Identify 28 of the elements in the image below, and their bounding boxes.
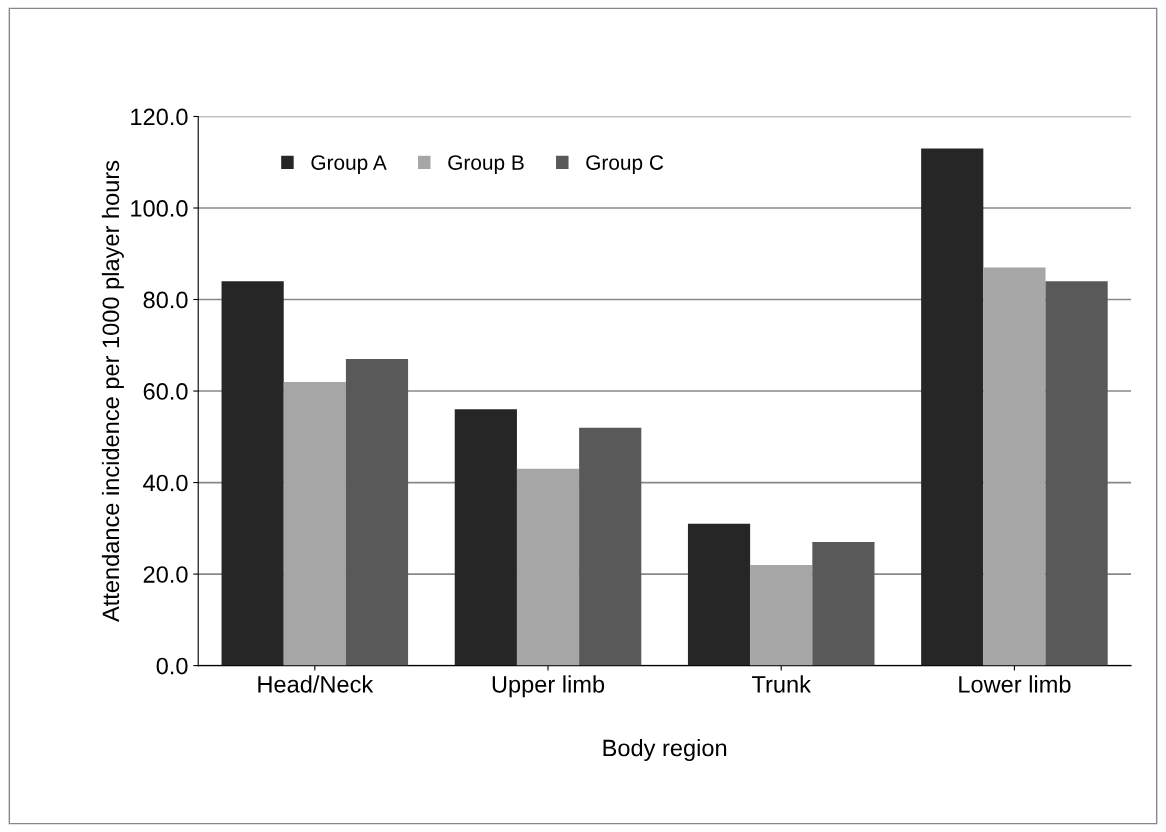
bar: [687, 523, 751, 666]
bar: [983, 267, 1046, 666]
x-tick-label: Lower limb: [959, 675, 1071, 693]
x-tick-label: Upper limb: [492, 675, 605, 698]
bar: [283, 381, 346, 666]
legend-label: Group C: [586, 155, 664, 175]
bar: [812, 542, 875, 666]
y-tick-label: 40.0: [143, 474, 188, 492]
legend-label: Group A: [311, 155, 387, 175]
bar: [750, 564, 813, 666]
bar: [454, 409, 517, 666]
y-axis-title: Attendance incidence per 1000 player hours: [101, 160, 124, 622]
y-tick-label: 80.0: [143, 291, 188, 309]
x-axis-title: Body region: [603, 739, 727, 762]
bar: [221, 281, 284, 666]
y-tick-label: 60.0: [143, 383, 188, 400]
bar: [1045, 281, 1108, 666]
y-tick-label: 100.0: [131, 200, 188, 217]
y-tick-label: 0.0: [156, 657, 188, 675]
bar: [345, 359, 409, 666]
bar: [579, 427, 642, 666]
x-tick-label: Trunk: [752, 675, 811, 693]
y-tick-label: 120.0: [131, 108, 188, 126]
bar: [516, 468, 580, 666]
y-tick-label: 20.0: [143, 566, 188, 583]
bar: [921, 148, 984, 666]
x-tick-label: Head/Neck: [258, 675, 374, 693]
legend-label: Group B: [448, 155, 524, 175]
